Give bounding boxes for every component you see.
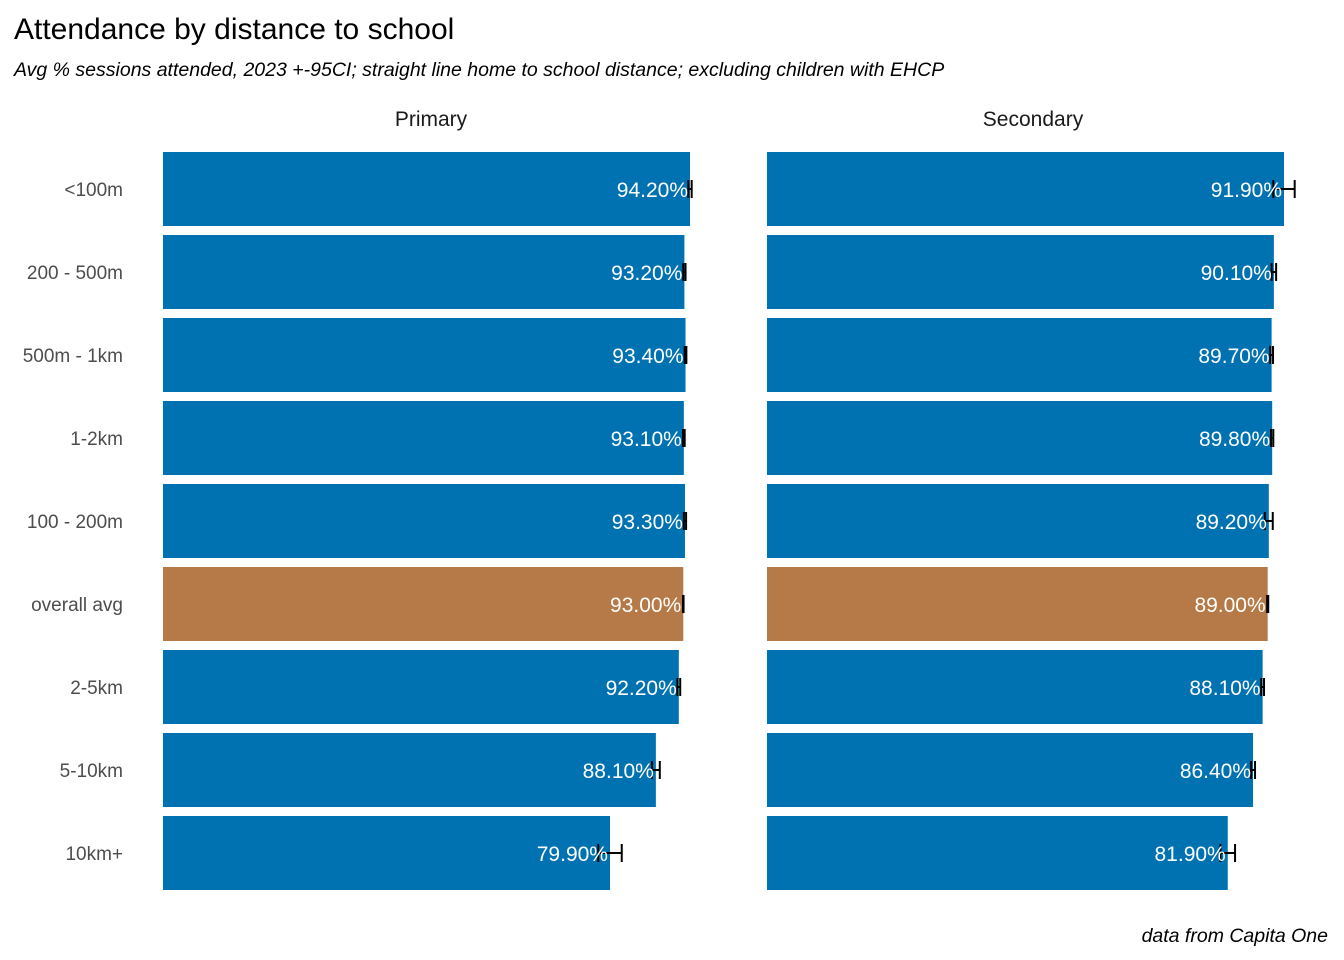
bar-value-label: 92.20% xyxy=(606,677,677,700)
bar-value-label: 93.20% xyxy=(611,262,682,285)
category-label: 1-2km xyxy=(70,429,123,450)
bar xyxy=(163,235,685,309)
facet-label: Primary xyxy=(395,108,468,131)
bar-value-label: 89.80% xyxy=(1199,428,1270,451)
bar-value-label: 93.10% xyxy=(611,428,682,451)
error-bar xyxy=(1266,595,1270,613)
bar-value-label: 88.10% xyxy=(583,760,654,783)
bar-value-label: 93.00% xyxy=(610,594,681,617)
bar xyxy=(767,650,1263,724)
facet-panels: Primary 94.20% 93.20% 93.40% 93.10% 93.30% 93.… xyxy=(163,108,1296,890)
bar xyxy=(163,650,679,724)
bar-value-label: 89.20% xyxy=(1196,511,1267,534)
chart-caption: data from Capita One xyxy=(1142,925,1329,947)
bar xyxy=(767,235,1274,309)
error-bar xyxy=(676,678,682,696)
bar-value-label: 93.30% xyxy=(612,511,683,534)
error-bar xyxy=(1270,429,1275,447)
bar-value-label: 89.00% xyxy=(1194,594,1265,617)
chart-subtitle: Avg % sessions attended, 2023 +-95CI; st… xyxy=(13,59,944,81)
bar xyxy=(163,484,685,558)
error-bar xyxy=(1272,180,1296,198)
bar-value-label: 88.10% xyxy=(1189,677,1260,700)
bar-value-label: 86.40% xyxy=(1180,760,1251,783)
category-label: 10km+ xyxy=(65,844,123,865)
error-bar xyxy=(682,429,686,447)
error-bar xyxy=(597,844,623,862)
bar xyxy=(767,152,1284,226)
error-bar xyxy=(1270,263,1278,281)
category-label: 2-5km xyxy=(70,678,123,699)
bar-value-label: 79.90% xyxy=(537,843,608,866)
bar xyxy=(767,484,1269,558)
category-label: 200 - 500m xyxy=(27,263,123,284)
category-label: 500m - 1km xyxy=(23,346,123,367)
bar-value-label: 90.10% xyxy=(1201,262,1272,285)
category-label: overall avg xyxy=(31,595,123,616)
bar xyxy=(163,816,610,890)
error-bar xyxy=(682,595,685,613)
bar xyxy=(163,401,684,475)
facet-secondary: Secondary 91.90% 90.10% 89.70% 89.80% 89.20% 8… xyxy=(767,108,1296,890)
category-label: 5-10km xyxy=(60,761,123,782)
bar xyxy=(163,567,684,641)
facet-primary: Primary 94.20% 93.20% 93.40% 93.10% 93.30% 93.… xyxy=(163,108,693,890)
bar xyxy=(163,152,690,226)
bar xyxy=(767,733,1254,807)
error-bar xyxy=(1263,512,1274,530)
bar xyxy=(767,318,1272,392)
bar xyxy=(767,816,1228,890)
bar-value-label: 91.90% xyxy=(1211,179,1282,202)
error-bar xyxy=(683,346,688,364)
error-bar xyxy=(682,263,687,281)
error-bar xyxy=(1250,761,1257,779)
error-bar xyxy=(1269,346,1275,364)
category-label: <100m xyxy=(64,180,123,201)
bar xyxy=(767,567,1268,641)
bar-value-label: 81.90% xyxy=(1155,843,1226,866)
error-bar xyxy=(650,761,661,779)
category-label: 100 - 200m xyxy=(27,512,123,533)
chart-title: Attendance by distance to school xyxy=(14,13,454,46)
category-axis-labels: <100m 200 - 500m 500m - 1km 1-2km 100 - 200m… xyxy=(23,180,123,865)
error-bar xyxy=(682,512,688,530)
bar-value-label: 93.40% xyxy=(612,345,683,368)
error-bar xyxy=(687,180,693,198)
error-bar xyxy=(1219,844,1237,862)
bar xyxy=(163,318,686,392)
bar xyxy=(767,401,1273,475)
bar-value-label: 89.70% xyxy=(1198,345,1269,368)
bar-value-label: 94.20% xyxy=(617,179,688,202)
bar xyxy=(163,733,656,807)
error-bar xyxy=(1260,678,1266,696)
facet-label: Secondary xyxy=(983,108,1084,131)
